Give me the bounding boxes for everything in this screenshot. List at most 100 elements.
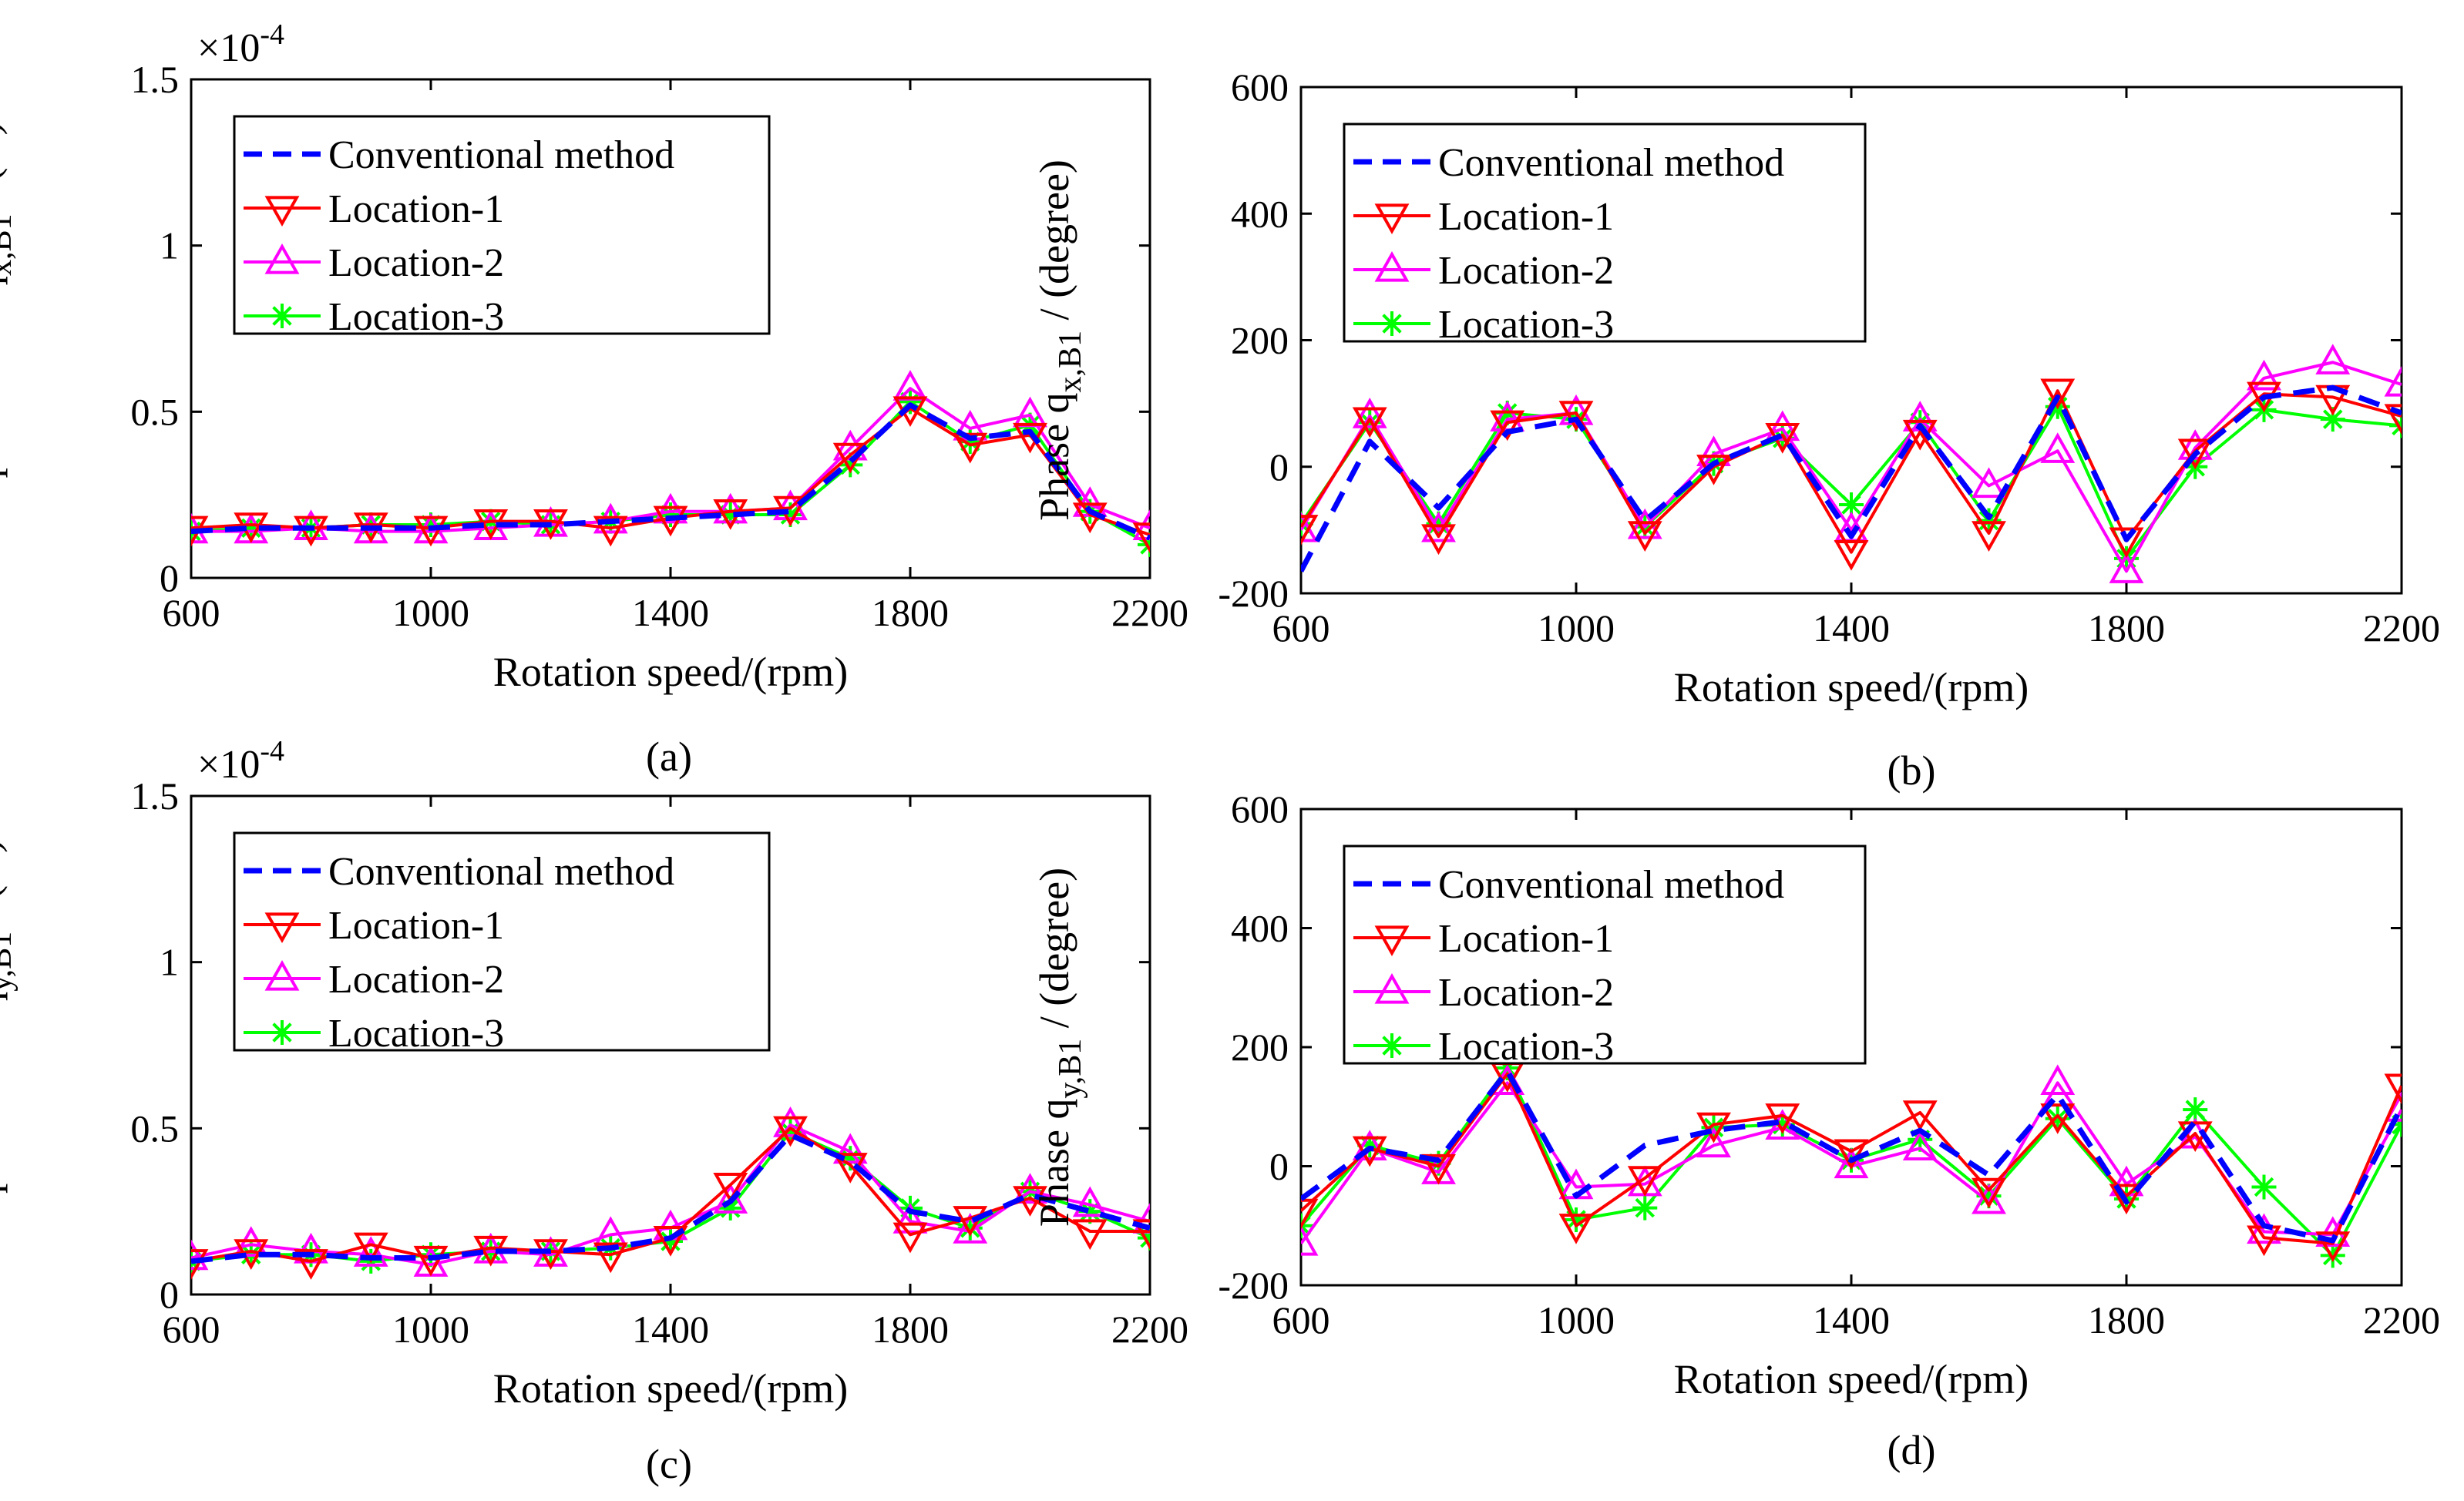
panel-caption: (a): [646, 734, 692, 780]
x-tick-label: 2200: [1111, 591, 1188, 634]
legend: Conventional method Location-1 Location-2 L…: [233, 115, 771, 339]
series-markers-location-3: [1301, 394, 2402, 571]
x-axis-label: Rotation speed/(rpm): [1674, 1356, 2029, 1402]
location-1-marker: [892, 1222, 928, 1254]
legend-label-location-2: Location-2: [1438, 971, 1614, 1015]
x-tick-label: 1800: [872, 1308, 949, 1351]
location-1-marker: [1765, 1103, 1800, 1134]
location-1-marker: [1558, 1214, 1594, 1244]
panel-caption: (c): [646, 1441, 692, 1487]
location-1-marker: [294, 1249, 328, 1280]
legend-label-location-1: Location-1: [1438, 195, 1614, 239]
legend-box: [1343, 845, 1867, 1065]
location-2-marker: [2247, 359, 2281, 391]
location-3-marker: [270, 1020, 294, 1045]
series-line-location-1: [1301, 1072, 2402, 1245]
series-line-conventional-method: [191, 402, 1150, 541]
y-axis-label: Displacement qy,B1 / (m): [0, 839, 18, 1251]
legend-label-location-2: Location-2: [328, 958, 504, 1002]
location-1-marker: [1696, 1112, 1731, 1143]
location-3-marker: [270, 304, 294, 328]
legend-label-location-1: Location-1: [1438, 917, 1614, 961]
series-markers-location-2: [1301, 344, 2402, 583]
location-2-marker: [2384, 1091, 2402, 1122]
location-2-marker: [264, 959, 300, 991]
panel-caption: (d): [1887, 1427, 1936, 1473]
x-tick-label: 1800: [872, 591, 949, 634]
y-tick-label: 1: [160, 224, 179, 267]
location-1-marker: [1972, 521, 2006, 552]
location-1-marker: [1627, 521, 1662, 552]
series-line-conventional-method: [191, 1132, 1150, 1264]
x-tick-label: 1000: [1538, 1298, 1615, 1341]
location-1-marker: [1132, 1219, 1150, 1251]
legend-label-conventional-method: Conventional method: [1438, 863, 1784, 907]
y-tick-label: 200: [1231, 1026, 1289, 1069]
location-2-marker: [1834, 1147, 1869, 1179]
location-1-marker: [1374, 203, 1410, 235]
location-1-marker: [1834, 1139, 1869, 1170]
location-1-marker: [1301, 1198, 1319, 1230]
location-3-marker: [1632, 1195, 1658, 1221]
plot-area: [191, 1106, 1150, 1280]
location-2-marker: [2040, 1064, 2076, 1096]
location-2-marker: [1374, 972, 1410, 1004]
legend: Conventional method Location-1 Location-2 L…: [233, 831, 771, 1056]
location-1-marker: [2040, 378, 2076, 410]
plot-area: [1301, 344, 2402, 583]
location-1-marker: [1374, 925, 1410, 957]
x-axis-label: Rotation speed/(rpm): [493, 649, 848, 695]
location-2-marker: [1352, 1130, 1387, 1161]
location-2-marker: [1301, 1224, 1319, 1256]
x-tick-label: 600: [163, 1308, 220, 1351]
location-2-marker: [1696, 1127, 1731, 1158]
x-tick-label: 2200: [1111, 1308, 1188, 1351]
y-tick-label: 0: [160, 1273, 179, 1316]
x-tick-label: 600: [1272, 606, 1330, 650]
y-tick-label: 0.5: [131, 1106, 180, 1150]
x-tick-label: 2200: [2363, 1298, 2440, 1341]
legend-box: [233, 831, 771, 1052]
legend-label-location-1: Location-1: [328, 187, 504, 231]
location-1-marker: [1072, 1219, 1108, 1251]
legend-label-conventional-method: Conventional method: [328, 850, 674, 894]
x-tick-label: 1000: [392, 591, 469, 634]
location-1-marker: [593, 1242, 628, 1274]
location-2-marker: [713, 492, 748, 524]
legend-label-location-3: Location-3: [328, 295, 504, 339]
location-1-marker: [1558, 401, 1594, 431]
y-tick-label: 600: [1231, 787, 1289, 831]
location-1-marker: [2040, 1103, 2076, 1134]
legend-box: [1343, 123, 1867, 343]
y-axis-label: Phase qy,B1 / (degree): [1031, 868, 1088, 1227]
panel-a: 600 1000 1400 1800 2200 0 0.5 1 1.5 ×10-4 Rotation…: [0, 18, 1188, 780]
panel-caption: (b): [1887, 747, 1936, 794]
legend-box: [233, 115, 771, 335]
legend-label-location-3: Location-3: [1438, 1025, 1614, 1069]
y-tick-label: 200: [1231, 319, 1289, 362]
location-1-marker: [1902, 1100, 1938, 1131]
location-3-marker: [2183, 1097, 2208, 1123]
location-2-marker: [264, 243, 300, 274]
location-1-marker: [413, 1245, 449, 1277]
legend: Conventional method Location-1 Location-2 L…: [1343, 123, 1867, 347]
location-1-marker: [593, 515, 628, 547]
location-1-marker: [1301, 515, 1319, 546]
location-3-marker: [1380, 311, 1404, 336]
plot-area: [191, 370, 1150, 557]
x-tick-label: 1400: [1813, 606, 1890, 650]
location-2-marker: [713, 1183, 748, 1214]
plot-area: [1301, 1056, 2402, 1268]
location-2-marker: [1765, 410, 1800, 442]
location-1-marker: [713, 1172, 748, 1204]
y-tick-label: 1: [160, 941, 179, 984]
y-tick-label: 0: [1269, 1145, 1289, 1188]
axis-exponent-label: ×10-4: [197, 735, 284, 787]
location-2-marker: [1421, 511, 1456, 542]
location-2-marker: [773, 1106, 808, 1137]
x-axis-label: Rotation speed/(rpm): [1674, 664, 2029, 710]
location-1-marker: [264, 196, 300, 227]
location-1-marker: [773, 1116, 808, 1147]
legend: Conventional method Location-1 Location-2 L…: [1343, 845, 1867, 1069]
